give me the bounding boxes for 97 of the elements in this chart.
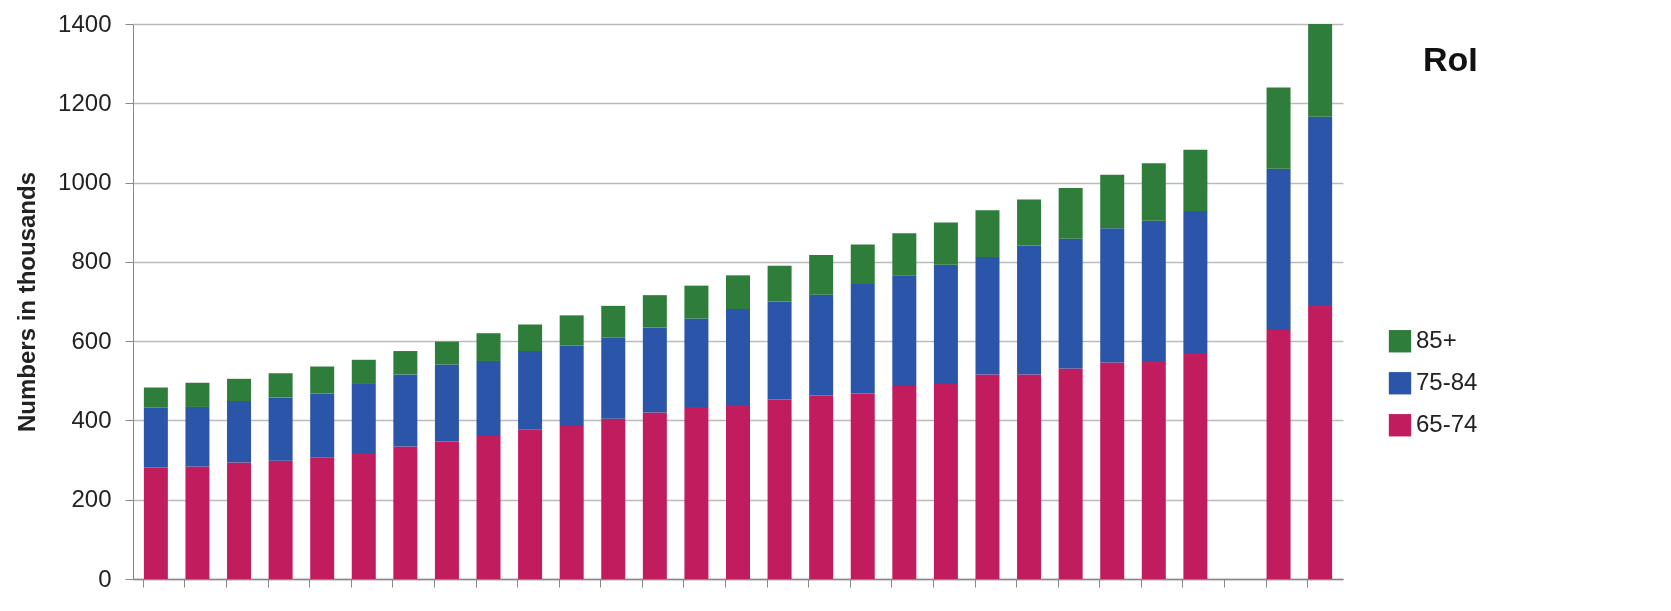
bar	[1183, 149, 1208, 212]
bar	[1141, 360, 1166, 579]
bar	[518, 429, 543, 579]
bar	[892, 385, 917, 579]
y-tick-label: 1400	[58, 9, 112, 37]
bar	[726, 275, 750, 310]
bar	[1183, 211, 1208, 354]
bar	[1308, 24, 1333, 117]
bar	[1308, 116, 1333, 306]
bar	[393, 351, 418, 375]
bar	[268, 460, 293, 579]
bar	[809, 294, 834, 396]
bar	[1100, 174, 1125, 229]
text: RoI	[1423, 40, 1478, 78]
bar	[1058, 238, 1083, 369]
bar	[1058, 368, 1083, 579]
bar	[850, 393, 875, 579]
bar	[268, 373, 293, 398]
bar	[1017, 245, 1042, 375]
legend-label: 65-74	[1416, 410, 1478, 438]
bar	[892, 275, 917, 386]
bar	[975, 210, 1000, 258]
bar	[1266, 168, 1291, 331]
y-tick-label: 600	[71, 326, 112, 354]
bar	[559, 345, 584, 426]
bar	[642, 412, 667, 579]
bar	[642, 295, 667, 328]
bar	[351, 359, 376, 384]
bar	[518, 324, 543, 352]
bar	[684, 285, 709, 319]
y-tick-label: 0	[98, 564, 112, 592]
bar	[476, 333, 501, 361]
y-axis-title: Numbers in thousands	[13, 171, 41, 433]
bar	[684, 406, 709, 579]
bar	[1266, 330, 1291, 579]
bar	[434, 341, 459, 365]
bar	[434, 441, 459, 579]
bar	[850, 244, 875, 285]
bar	[892, 233, 917, 276]
bar	[476, 435, 501, 579]
bar	[850, 284, 875, 394]
bar	[559, 315, 584, 346]
bar	[268, 397, 293, 461]
bar	[227, 462, 252, 579]
bar	[143, 407, 168, 468]
bar	[185, 466, 210, 579]
bar	[351, 383, 376, 453]
bar	[351, 452, 376, 579]
bar	[393, 446, 418, 579]
bar	[393, 374, 418, 447]
bar	[975, 374, 1000, 579]
bar	[601, 337, 626, 419]
bar	[975, 257, 1000, 375]
bar	[767, 301, 792, 400]
bar	[227, 401, 252, 463]
bar	[1017, 199, 1042, 246]
bar	[726, 309, 750, 405]
bar	[1183, 353, 1208, 579]
bar	[434, 364, 459, 442]
bar	[767, 399, 792, 579]
bar	[1141, 220, 1166, 361]
bar	[476, 360, 501, 436]
bar	[933, 264, 958, 384]
y-tick-label: 800	[71, 247, 112, 275]
bar	[767, 265, 792, 302]
bar	[601, 418, 626, 579]
bar	[310, 457, 335, 579]
bar	[1017, 374, 1042, 579]
bar	[143, 387, 168, 408]
y-tick-label: 1200	[58, 88, 112, 116]
y-tick-label: 400	[71, 405, 112, 433]
bar	[726, 404, 750, 579]
bar	[1141, 163, 1166, 221]
bar	[1100, 228, 1125, 363]
bar	[642, 327, 667, 413]
bar	[809, 255, 834, 295]
bar	[933, 222, 958, 265]
bar	[1100, 362, 1125, 579]
bar	[559, 425, 584, 579]
bar	[933, 383, 958, 579]
bar	[518, 351, 543, 430]
bar	[1058, 188, 1083, 239]
legend-label: 85+	[1416, 326, 1457, 354]
bar	[310, 393, 335, 458]
y-tick-label: 200	[71, 485, 112, 513]
y-tick-label: 1000	[58, 168, 112, 196]
bar	[227, 378, 252, 401]
bar	[601, 305, 626, 338]
bar	[1308, 305, 1333, 579]
bar	[310, 366, 335, 394]
bar	[143, 467, 168, 579]
bar	[185, 406, 210, 467]
legend-label: 75-84	[1416, 368, 1478, 396]
bar	[809, 395, 834, 579]
bar	[684, 318, 709, 407]
bar	[1266, 87, 1291, 169]
bar	[185, 382, 210, 407]
